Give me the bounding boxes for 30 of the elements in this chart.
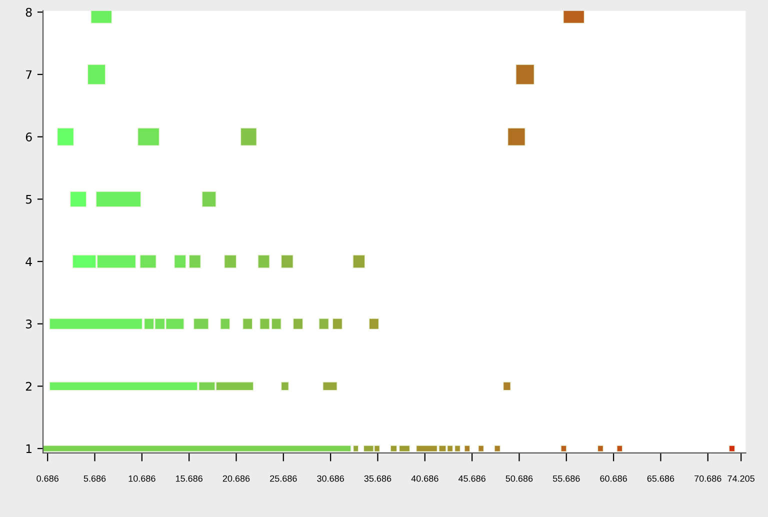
y-tick-label: 4	[26, 257, 32, 266]
bar	[560, 444, 567, 452]
y-tick-label: 6	[26, 132, 32, 142]
x-tick-label: 74.205	[728, 475, 754, 482]
y-tick-label: 5	[26, 195, 32, 204]
x-tick-label: 60.686	[600, 475, 627, 482]
y-tick-label: 8	[26, 8, 32, 17]
bar	[242, 318, 253, 330]
x-tick-label: 50.686	[506, 475, 533, 482]
x-tick-label: 30.686	[317, 475, 344, 482]
x-tick-label: 5.686	[84, 475, 106, 482]
x-tick-label: 10.686	[128, 475, 156, 482]
x-tick-label: 20.686	[222, 475, 250, 482]
x-tick-label: 40.686	[411, 475, 438, 482]
y-tick-label: 1	[26, 444, 32, 454]
bar	[616, 444, 623, 452]
x-tick-label: 45.686	[458, 475, 486, 482]
bar	[728, 444, 736, 452]
bar	[597, 444, 604, 452]
x-tick-label: 15.686	[176, 475, 202, 482]
y-tick-label: 3	[26, 320, 32, 328]
x-tick-label: 55.686	[552, 475, 580, 482]
x-tick-label: 35.686	[364, 475, 392, 482]
x-tick-label: 0.686	[36, 475, 58, 482]
y-tick-label: 7	[26, 70, 32, 79]
x-tick-label: 25.686	[270, 475, 297, 482]
x-tick-label: 70.686	[694, 475, 722, 482]
bar	[193, 318, 209, 330]
x-tick-label: 65.686	[647, 475, 674, 482]
y-tick-label: 2	[26, 382, 32, 391]
